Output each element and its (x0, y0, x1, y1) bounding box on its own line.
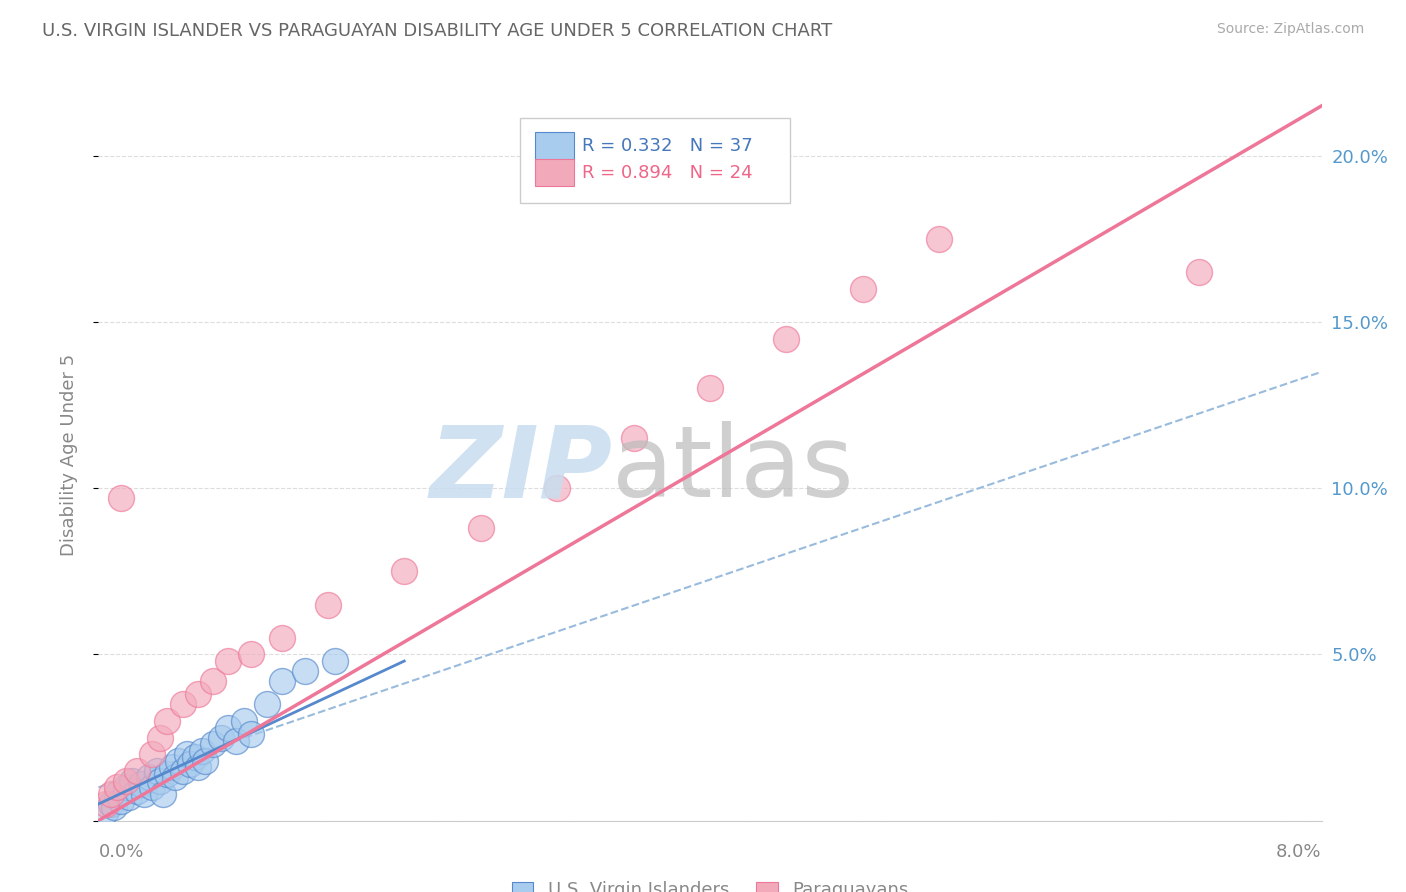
Point (105, 787, 128, 801)
Point (156, 714, 179, 728)
Point (105, 780, 128, 795)
Legend: U.S. Virgin Islanders, Paraguayans: U.S. Virgin Islanders, Paraguayans (505, 874, 915, 892)
Point (149, 731, 172, 745)
Point (191, 744, 214, 758)
Point (176, 747, 198, 761)
Point (699, 381, 721, 395)
Point (160, 760, 183, 774)
Point (546, 481, 568, 495)
Point (156, 767, 179, 781)
Point (184, 750, 207, 764)
Point (152, 787, 174, 801)
Point (172, 698, 194, 712)
Point (294, 664, 316, 678)
Point (928, 232, 950, 246)
Text: R = 0.894   N = 24: R = 0.894 N = 24 (582, 163, 752, 182)
Point (202, 673, 225, 688)
Point (121, 773, 143, 788)
Point (225, 734, 247, 748)
Point (470, 521, 492, 535)
Point (167, 754, 190, 768)
Point (125, 764, 148, 778)
Point (187, 687, 209, 701)
Point (145, 764, 167, 778)
Point (134, 787, 156, 801)
Point (623, 431, 645, 445)
Point (187, 760, 209, 774)
Point (270, 673, 294, 688)
Point (115, 780, 138, 795)
Point (118, 790, 141, 805)
Point (94, 804, 117, 818)
Point (115, 773, 138, 788)
Point (163, 771, 186, 785)
Point (100, 787, 122, 801)
Point (202, 737, 225, 751)
Point (316, 598, 339, 612)
Point (775, 332, 797, 346)
Point (141, 780, 163, 795)
Point (179, 757, 201, 772)
Point (217, 654, 239, 668)
Point (125, 783, 148, 797)
Point (232, 714, 254, 728)
Text: R = 0.332   N = 37: R = 0.332 N = 37 (582, 137, 752, 155)
Bar (536, 132, 574, 161)
Text: atlas: atlas (612, 421, 853, 518)
Text: ZIP: ZIP (429, 421, 612, 518)
Text: Source: ZipAtlas.com: Source: ZipAtlas.com (1216, 22, 1364, 37)
Bar (536, 159, 574, 186)
Point (240, 648, 263, 662)
Point (141, 747, 163, 761)
Point (217, 721, 239, 735)
Point (103, 800, 125, 814)
Point (270, 631, 294, 645)
FancyBboxPatch shape (520, 119, 790, 202)
Point (110, 794, 132, 808)
Text: U.S. VIRGIN ISLANDER VS PARAGUAYAN DISABILITY AGE UNDER 5 CORRELATION CHART: U.S. VIRGIN ISLANDER VS PARAGUAYAN DISAB… (42, 22, 832, 40)
Point (1188, 265, 1211, 279)
Point (209, 731, 232, 745)
Point (149, 773, 172, 788)
Point (100, 797, 122, 811)
Point (240, 727, 263, 741)
Point (194, 754, 217, 768)
Y-axis label: Disability Age Under 5: Disability Age Under 5 (59, 354, 77, 556)
Text: 8.0%: 8.0% (1277, 843, 1322, 861)
Point (138, 771, 160, 785)
Point (392, 564, 416, 578)
Point (129, 777, 152, 791)
Point (172, 764, 194, 778)
Point (325, 654, 347, 668)
Point (94, 797, 117, 811)
Text: 0.0%: 0.0% (98, 843, 143, 861)
Point (852, 282, 875, 296)
Point (256, 698, 278, 712)
Point (110, 491, 132, 505)
